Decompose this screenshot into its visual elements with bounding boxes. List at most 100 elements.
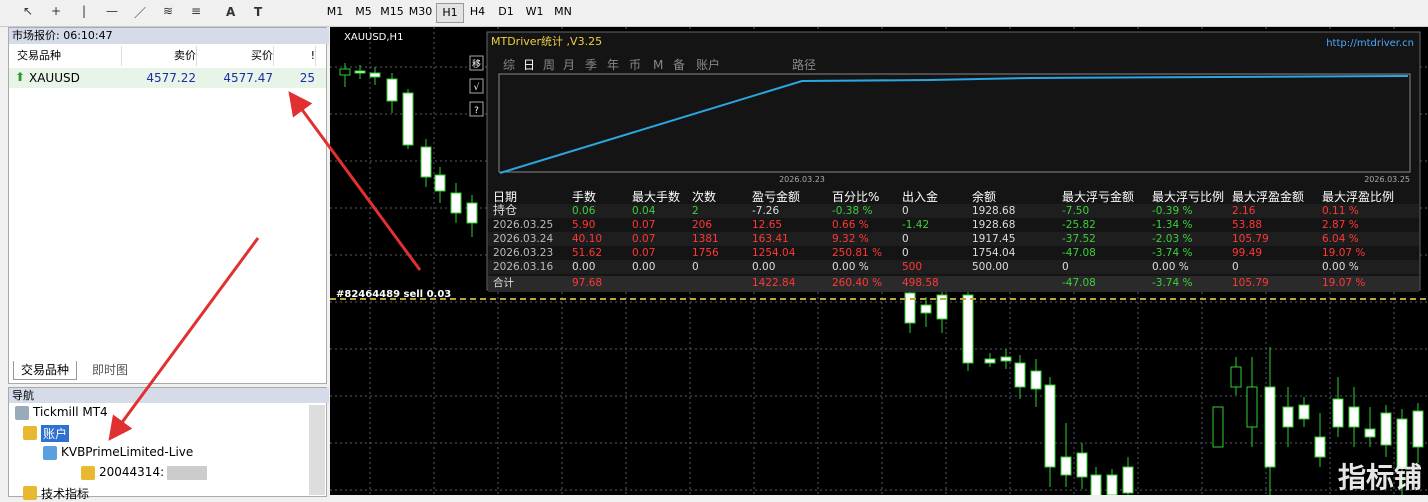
- table-cell: 0: [692, 261, 699, 273]
- panel-tab[interactable]: 备: [673, 58, 685, 72]
- timeframe-button[interactable]: D1: [498, 5, 514, 18]
- timeframe-button[interactable]: H4: [469, 5, 486, 18]
- table-cell: 0.00 %: [1152, 261, 1189, 273]
- panel-tab[interactable]: 综: [503, 58, 515, 72]
- timeframe-button[interactable]: M1: [326, 5, 344, 18]
- candle-body: [1348, 406, 1360, 428]
- table-cell: 0: [1232, 261, 1239, 273]
- table-cell: 500.00: [972, 261, 1009, 273]
- candle-body: [1122, 466, 1134, 494]
- candle-body: [1282, 406, 1294, 428]
- candle-body: [1230, 366, 1242, 388]
- table-cell: 1928.68: [972, 219, 1015, 231]
- panel-tab[interactable]: 即时图: [91, 363, 128, 377]
- quote-cell[interactable]: 4577.47: [223, 71, 273, 85]
- tool-button[interactable]: ／: [133, 6, 146, 20]
- timeframe-button[interactable]: M15: [380, 5, 404, 18]
- tool-button[interactable]: T: [254, 5, 263, 19]
- tree-icon: [23, 426, 37, 440]
- timeframe-button[interactable]: MN: [554, 5, 572, 18]
- side-button-label: ?: [474, 106, 479, 116]
- tree-item[interactable]: 账户: [41, 425, 70, 442]
- table-cell: 0: [902, 233, 909, 245]
- panel-tab[interactable]: 周: [543, 58, 555, 72]
- tool-button[interactable]: A: [226, 5, 236, 19]
- panel-tab[interactable]: 交易品种: [13, 361, 77, 380]
- table-cell: -7.26: [752, 205, 779, 217]
- scrollbar: [309, 405, 325, 495]
- table-cell: 12.65: [752, 219, 782, 231]
- tree-item[interactable]: 20044314:: [99, 465, 165, 479]
- table-cell: 0.00: [752, 261, 775, 273]
- panel-tab[interactable]: 币: [629, 58, 641, 72]
- table-cell: 19.07 %: [1322, 277, 1365, 289]
- side-button[interactable]: [469, 55, 484, 71]
- timeframe-button[interactable]: M30: [408, 5, 433, 18]
- timeframe-button[interactable]: W1: [525, 5, 544, 18]
- side-button[interactable]: [469, 78, 484, 94]
- candle-body: [339, 68, 351, 76]
- tree-icon: [81, 466, 95, 480]
- quote-cell[interactable]: 25: [299, 71, 315, 85]
- table-cell: 0: [1062, 261, 1069, 273]
- panel-tab[interactable]: M: [653, 58, 663, 72]
- candle-body: [420, 146, 432, 178]
- candle-body: [1106, 474, 1118, 495]
- quote-cell[interactable]: 4577.22: [146, 71, 196, 85]
- table-cell: -47.08: [1062, 247, 1096, 259]
- tool-button[interactable]: ≡: [190, 4, 202, 18]
- table-cell: 2.16: [1232, 205, 1256, 217]
- candle-body: [1298, 404, 1310, 420]
- table-cell: 40.10: [572, 233, 602, 245]
- table-cell: 250.81 %: [832, 247, 882, 259]
- table-cell: 0.04: [632, 205, 656, 217]
- panel-tab[interactable]: 季: [585, 58, 597, 72]
- tool-button[interactable]: ↖: [22, 4, 34, 18]
- panel-tab[interactable]: 日: [523, 58, 535, 72]
- candle-body: [1060, 456, 1072, 476]
- candle-body: [1076, 452, 1088, 478]
- table-cell: -2.03 %: [1152, 233, 1193, 245]
- tool-button[interactable]: ≋: [162, 4, 174, 18]
- path-label: 路径: [792, 57, 816, 72]
- redacted: [167, 466, 207, 480]
- table-cell: 0.07: [632, 247, 655, 259]
- side-button-label: 移: [472, 58, 481, 70]
- candle-body: [1412, 410, 1424, 448]
- timeframe-button[interactable]: H1: [436, 3, 464, 23]
- tree-item[interactable]: Tickmill MT4: [33, 405, 108, 419]
- table-cell: -0.38 %: [832, 205, 873, 217]
- side-button[interactable]: [469, 101, 484, 117]
- candle-body: [1264, 386, 1276, 468]
- table-cell: 1917.45: [972, 233, 1015, 245]
- candle-body: [1396, 418, 1408, 468]
- tree-item[interactable]: KVBPrimeLimited-Live: [61, 445, 194, 459]
- timeframe-button[interactable]: M5: [355, 5, 372, 18]
- tree-item[interactable]: 技术指标: [41, 487, 90, 501]
- table-cell: 2: [692, 205, 699, 217]
- candle-body: [434, 174, 446, 192]
- tool-button[interactable]: +: [50, 4, 62, 18]
- tool-button[interactable]: —: [106, 4, 118, 18]
- panel-tab[interactable]: 月: [563, 58, 575, 72]
- table-cell: 19.07 %: [1322, 247, 1365, 259]
- table-cell: -0.39 %: [1152, 205, 1193, 217]
- panel-tab[interactable]: 年: [607, 58, 619, 72]
- table-cell: 1254.04: [752, 247, 796, 259]
- table-cell: -1.42: [902, 219, 929, 231]
- table-cell: -25.82: [1062, 219, 1096, 231]
- candle-body: [450, 192, 462, 214]
- table-cell: -3.74 %: [1152, 277, 1193, 289]
- table-header: 最大浮亏比例: [1152, 190, 1224, 204]
- tool-button[interactable]: |: [81, 4, 87, 18]
- market-watch: 市场报价: 06:10:47 交易品种 卖价 买价! ⬆ XAUUSD 4577.22 457…: [8, 27, 329, 384]
- tree-icon: [15, 406, 29, 420]
- quote-cell[interactable]: XAUUSD: [29, 71, 80, 85]
- chart-symbol: XAUUSD,H1: [344, 32, 403, 43]
- panel-tab[interactable]: 账户: [696, 57, 720, 72]
- graph-date: 2026.03.25: [1364, 175, 1410, 184]
- table-cell: 1422.84: [752, 277, 796, 289]
- table-cell: 0.06: [572, 205, 596, 217]
- candle-body: [1332, 398, 1344, 428]
